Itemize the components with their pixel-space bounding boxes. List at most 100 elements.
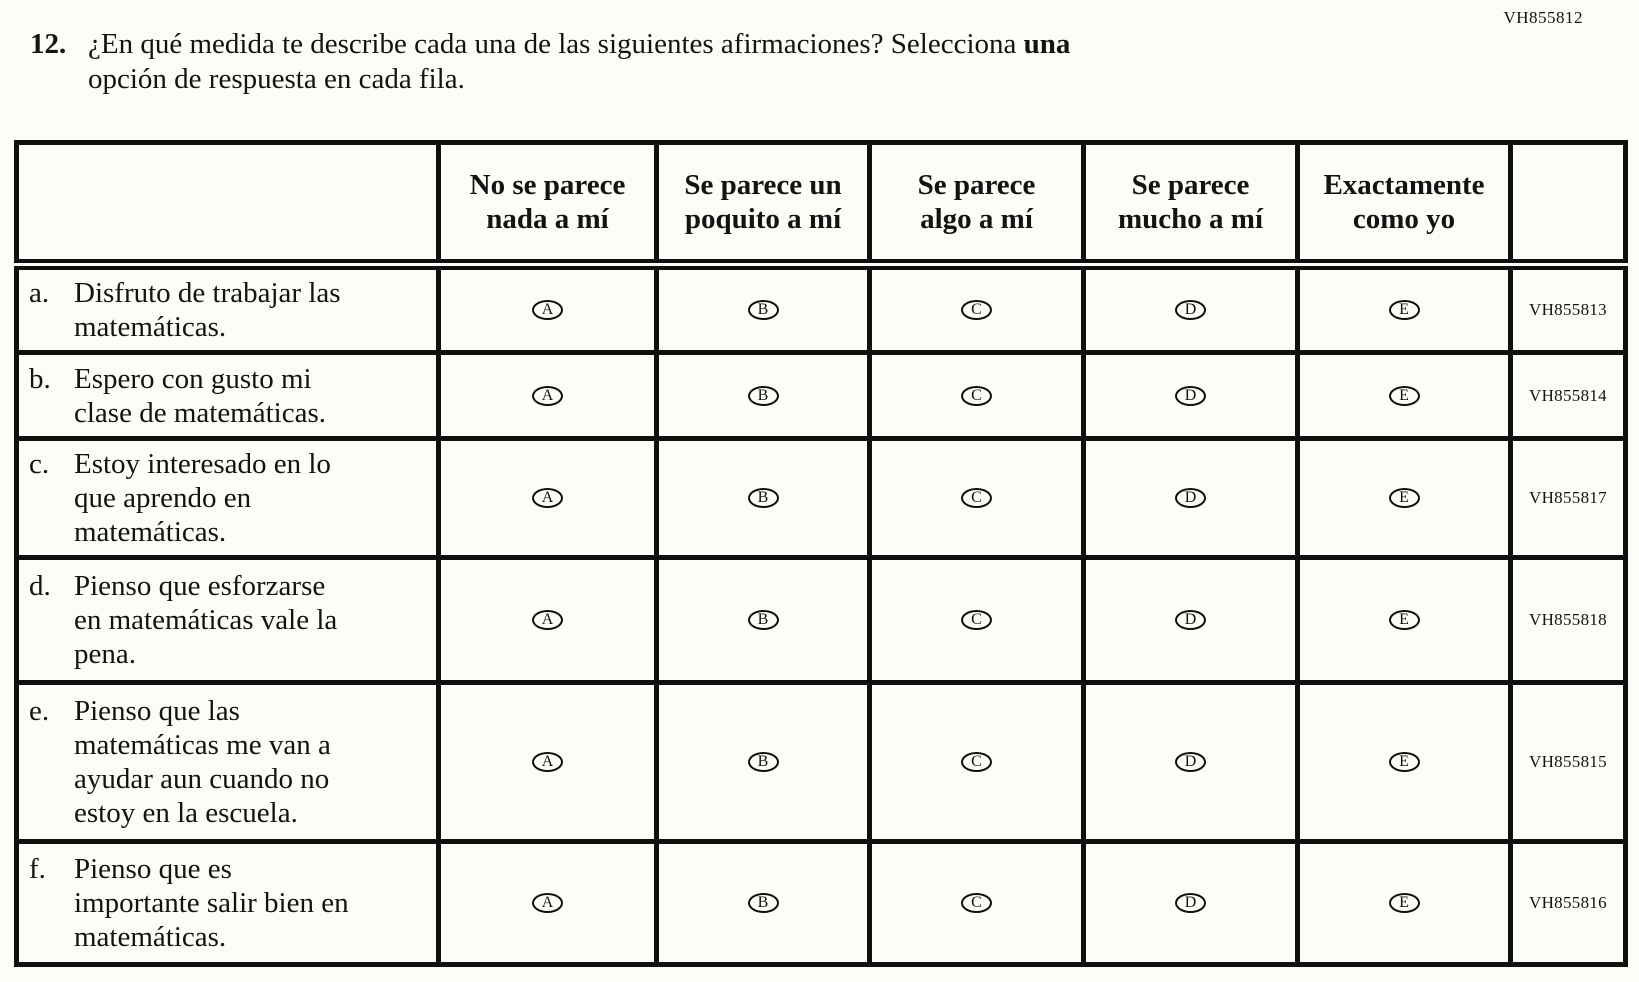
option-bubble-b[interactable]: B (747, 385, 779, 406)
option-bubble-a[interactable]: A (532, 488, 563, 508)
statement-cell: b. Espero con gusto mi clase de matemáti… (14, 350, 441, 441)
table-row-a: a. Disfruto de trabajar las matemáticas.… (14, 262, 1628, 355)
option-cell: A (436, 262, 659, 355)
row-statement: Pienso que esforzarse en matemáticas val… (74, 570, 338, 670)
option-bubble-c[interactable]: C (961, 752, 992, 772)
table-row-b: b. Espero con gusto mi clase de matemáti… (14, 350, 1628, 441)
option-bubble-a[interactable]: A (532, 893, 563, 913)
option-cell: D (1081, 350, 1300, 441)
column-header-much-like-me: Se parece mucho a mí (1081, 140, 1300, 270)
table-row-e: e. Pienso que las matemáticas me van a a… (14, 680, 1628, 844)
row-statement: Estoy interesado en lo que aprendo en ma… (74, 448, 331, 548)
item-code: VH855814 (1508, 350, 1628, 441)
option-bubble-a[interactable]: A (532, 300, 563, 320)
option-cell: A (436, 436, 659, 560)
row-statement: Pienso que las matemáticas me van a ayud… (74, 695, 331, 829)
option-bubble-b[interactable]: B (747, 300, 779, 320)
statement-cell: f. Pienso que es importante salir bien e… (14, 839, 441, 967)
option-bubble-c[interactable]: C (961, 893, 992, 913)
option-cell: B (654, 839, 872, 967)
option-bubble-d[interactable]: D (1175, 300, 1206, 320)
item-code: VH855817 (1508, 436, 1628, 560)
option-cell: A (436, 680, 659, 844)
option-bubble-e[interactable]: E (1388, 752, 1420, 772)
option-bubble-d[interactable]: D (1175, 893, 1206, 913)
option-cell: D (1081, 262, 1300, 355)
option-bubble-c[interactable]: C (961, 300, 992, 320)
option-cell: B (654, 262, 872, 355)
option-cell: A (436, 350, 659, 441)
option-bubble-c[interactable]: C (961, 488, 992, 508)
option-bubble-b[interactable]: B (747, 893, 779, 913)
response-matrix-table: No se parece nada a mí Se parece un poqu… (14, 140, 1628, 967)
option-cell: E (1295, 839, 1513, 967)
option-bubble-a[interactable]: A (532, 752, 563, 772)
option-bubble-d[interactable]: D (1175, 610, 1206, 630)
option-bubble-b[interactable]: B (747, 752, 779, 772)
option-bubble-d[interactable]: D (1175, 752, 1206, 772)
statement-cell: e. Pienso que las matemáticas me van a a… (14, 680, 441, 844)
option-bubble-c[interactable]: C (961, 610, 992, 630)
item-code: VH855815 (1508, 680, 1628, 844)
question-text-run1: ¿En qué medida te describe cada una de l… (88, 28, 1024, 60)
table-row-d: d. Pienso que esforzarse en matemáticas … (14, 555, 1628, 685)
option-cell: B (654, 680, 872, 844)
option-cell: E (1295, 436, 1513, 560)
item-code: VH855813 (1508, 262, 1628, 355)
option-cell: B (654, 555, 872, 685)
option-cell: E (1295, 555, 1513, 685)
option-bubble-a[interactable]: A (532, 385, 563, 406)
option-cell: D (1081, 839, 1300, 967)
option-cell: C (867, 839, 1086, 967)
option-bubble-d[interactable]: D (1175, 488, 1206, 508)
option-bubble-c[interactable]: C (961, 385, 992, 406)
option-cell: A (436, 555, 659, 685)
form-code: VH855812 (1503, 8, 1583, 27)
option-bubble-d[interactable]: D (1175, 385, 1206, 406)
question-block: 12. ¿En qué medida te describe cada una … (30, 27, 1070, 97)
column-header-little-like-me: Se parece un poquito a mí (654, 140, 872, 270)
row-label: f. (29, 853, 46, 885)
column-header-not-like-me: No se parece nada a mí (436, 140, 659, 270)
row-label: e. (29, 695, 50, 727)
question-number: 12. (30, 28, 67, 60)
option-cell: D (1081, 436, 1300, 560)
row-label: d. (29, 570, 51, 602)
option-bubble-e[interactable]: E (1388, 488, 1420, 508)
option-bubble-b[interactable]: B (747, 488, 779, 508)
option-cell: C (867, 350, 1086, 441)
statement-cell: d. Pienso que esforzarse en matemáticas … (14, 555, 441, 685)
option-cell: E (1295, 262, 1513, 355)
option-cell: A (436, 839, 659, 967)
row-statement: Disfruto de trabajar las matemáticas. (74, 277, 341, 343)
option-cell: D (1081, 680, 1300, 844)
column-header-label: No se parece nada a mí (469, 169, 626, 235)
column-header-label: Se parece algo a mí (917, 169, 1036, 235)
option-bubble-b[interactable]: B (747, 610, 779, 630)
column-header-somewhat-like-me: Se parece algo a mí (867, 140, 1086, 270)
header-empty-code (1508, 140, 1628, 270)
option-cell: E (1295, 680, 1513, 844)
column-header-exactly-like-me: Exactamente como yo (1295, 140, 1513, 270)
statement-cell: c. Estoy interesado en lo que aprendo en… (14, 436, 441, 560)
option-bubble-e[interactable]: E (1388, 385, 1420, 406)
option-bubble-e[interactable]: E (1388, 893, 1420, 913)
table-row-c: c. Estoy interesado en lo que aprendo en… (14, 436, 1628, 560)
question-text-bold: una (1023, 28, 1071, 60)
statement-cell: a. Disfruto de trabajar las matemáticas. (14, 262, 441, 355)
column-header-label: Se parece un poquito a mí (684, 169, 842, 235)
item-code: VH855818 (1508, 555, 1628, 685)
option-bubble-e[interactable]: E (1388, 300, 1420, 320)
header-empty-statements (14, 140, 441, 270)
row-label: a. (29, 277, 50, 309)
question-text: ¿En qué medida te describe cada una de l… (88, 27, 1070, 97)
row-statement: Pienso que es importante salir bien en m… (74, 853, 349, 953)
row-statement: Espero con gusto mi clase de matemáticas… (74, 362, 327, 429)
question-text-line2: opción de respuesta en cada fila. (88, 63, 465, 95)
option-cell: C (867, 555, 1086, 685)
option-bubble-e[interactable]: E (1388, 610, 1420, 630)
option-cell: B (654, 436, 872, 560)
option-bubble-a[interactable]: A (532, 610, 563, 630)
option-cell: D (1081, 555, 1300, 685)
column-header-label: Se parece mucho a mí (1118, 169, 1263, 235)
